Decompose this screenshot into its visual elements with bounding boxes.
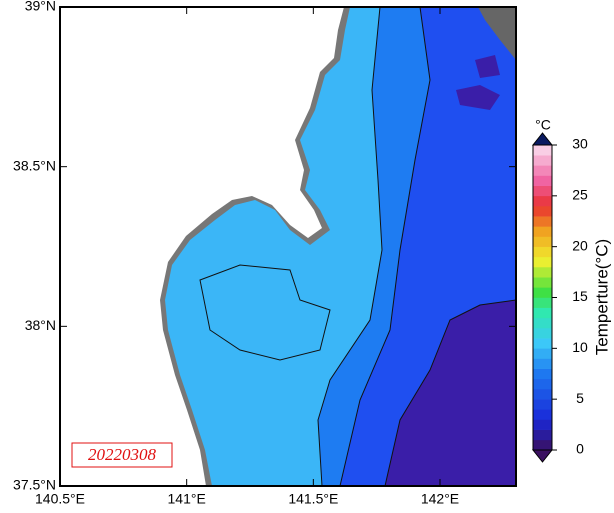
y-tick-label: 39°N [25, 0, 56, 14]
colorbar-high [531, 132, 554, 146]
colorbar-segment [533, 348, 552, 359]
colorbar-segment [533, 246, 552, 258]
colorbar-segment [533, 368, 552, 380]
colorbar-tick-label: 20 [572, 237, 588, 253]
colorbar-segment [533, 307, 552, 319]
colorbar-segment [533, 338, 552, 349]
x-tick-label: 141°E [168, 491, 206, 507]
x-tick-label: 141.5°E [288, 491, 338, 507]
colorbar-segment [533, 155, 552, 166]
colorbar-segment [533, 216, 552, 227]
colorbar-segment [533, 287, 552, 298]
colorbar-segment [533, 419, 552, 430]
contour-line [317, 7, 383, 486]
x-tick-label: 142°E [421, 491, 459, 507]
map-frame [59, 6, 517, 487]
colorbar-segment [533, 175, 552, 186]
colorbar-segment [533, 195, 552, 207]
colorbar-segment [533, 185, 552, 197]
ocean-cold [456, 55, 500, 110]
colorbar-segment [533, 267, 552, 278]
colorbar-tick-label: 25 [572, 187, 588, 203]
colorbar-unit: °C [535, 117, 551, 133]
colorbar-segment [533, 297, 552, 308]
x-tick-label: 140.5°E [35, 491, 85, 507]
colorbar-segment [533, 439, 552, 451]
date-label: 20220308 [88, 445, 157, 464]
colorbar-tick-label: 10 [572, 339, 588, 355]
colorbar-segment [533, 429, 552, 441]
colorbar-segment [533, 277, 552, 288]
colorbar-segment [533, 226, 552, 237]
y-tick-label: 37.5°N [13, 477, 56, 493]
colorbar-segment [533, 317, 552, 329]
colorbar-tick-label: 30 [572, 136, 588, 152]
colorbar-segment [533, 389, 552, 400]
contour-line [199, 264, 331, 361]
map-area [60, 7, 516, 486]
colorbar-segment [533, 206, 552, 217]
colorbar-tick-label: 5 [576, 390, 584, 406]
colorbar-segment [533, 328, 552, 339]
land-gray [478, 7, 516, 60]
colorbar-segment [533, 409, 552, 420]
colorbar-tick-label: 15 [572, 288, 588, 304]
y-tick-label: 38°N [25, 317, 56, 333]
ocean-cold [385, 300, 516, 486]
date-box [71, 442, 173, 468]
contour-line [384, 299, 516, 486]
y-tick-label: 38.5°N [13, 157, 56, 173]
colorbar-title: Temperture(°C) [592, 239, 611, 355]
colorbar-segment [533, 256, 552, 268]
colorbar-segment [533, 236, 552, 247]
colorbar-segment [533, 358, 552, 369]
colorbar-low [531, 449, 554, 463]
contour-line [339, 7, 431, 486]
colorbar-tick-label: 0 [576, 441, 584, 457]
colorbar-segment [533, 145, 552, 156]
colorbar-segment [533, 399, 552, 410]
land [60, 7, 344, 486]
colorbar-segment [533, 165, 552, 176]
colorbar-segment [533, 378, 552, 390]
